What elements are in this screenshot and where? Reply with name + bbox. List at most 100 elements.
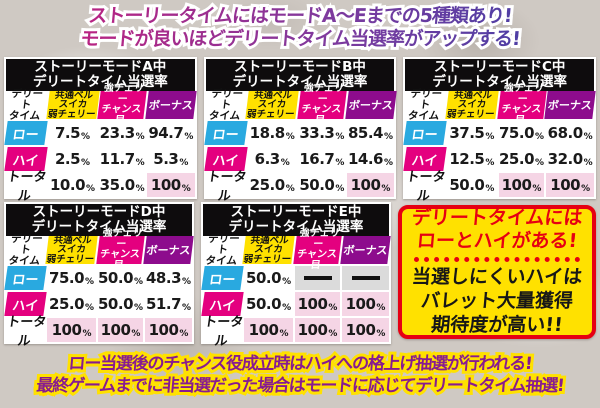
table-title-line-2: デリートタイム当選率 bbox=[31, 219, 167, 235]
rate-value: 33.3 bbox=[299, 124, 335, 142]
col-header-delete-time: デリート タイム bbox=[403, 88, 447, 122]
rate-value: 32.0 bbox=[547, 150, 584, 168]
dash-icon bbox=[303, 276, 332, 280]
rate-value: 50.0 bbox=[449, 176, 485, 194]
percent-sign: % bbox=[376, 329, 386, 339]
rate-cell: 50.0% bbox=[98, 266, 144, 290]
mode-C-rate-table: ストーリーモードC中 デリートタイム当選率 デリート タイム 共通ベル スイカ 弱チェ… bbox=[403, 57, 597, 204]
rate-value: 23.3 bbox=[99, 124, 136, 142]
table-title-line-1: ストーリーモードC中 bbox=[433, 59, 566, 75]
percent-sign: % bbox=[485, 184, 495, 194]
rate-value: 100 bbox=[150, 176, 181, 194]
rate-cell: 14.6% bbox=[346, 147, 395, 171]
rate-cell: 23.3% bbox=[99, 121, 146, 145]
col-header-strong-cherry: 強チェリー チャンス目 bbox=[293, 228, 342, 271]
rate-cell: 11.7% bbox=[99, 147, 146, 171]
row-label-total: トータル bbox=[201, 315, 245, 349]
percent-sign: % bbox=[485, 158, 495, 168]
col-header-bonus: ボーナス bbox=[145, 91, 197, 119]
row-label-low: ロー bbox=[4, 121, 48, 145]
rate-cell: 100% bbox=[498, 173, 545, 197]
rate-cell: 94.7% bbox=[147, 121, 195, 145]
table-title: ストーリーモードB中 デリートタイム当選率 bbox=[205, 59, 395, 91]
rate-grid: デリート タイム 共通ベル スイカ 弱チェリー 強チェリー チャンス目 ボーナス ロー 7… bbox=[4, 228, 194, 349]
percent-sign: % bbox=[335, 184, 345, 194]
rate-value: 12.5 bbox=[449, 150, 485, 168]
col-header-bonus: ボーナス bbox=[544, 91, 596, 119]
rate-cell: 32.0% bbox=[546, 147, 595, 171]
percent-sign: % bbox=[285, 132, 295, 142]
rate-cell: 100% bbox=[346, 173, 395, 197]
rate-cell: 100% bbox=[295, 292, 341, 316]
rate-cell: 50.0% bbox=[98, 292, 144, 316]
table-title-line-1: ストーリーモードA中 bbox=[34, 59, 167, 75]
rate-cell bbox=[342, 266, 389, 290]
info-box-body-line-3: 期待度が高い!! bbox=[430, 314, 564, 336]
info-box-title-line-1: デリートタイムには bbox=[410, 207, 584, 229]
row-label-total: トータル bbox=[403, 170, 447, 204]
percent-sign: % bbox=[181, 184, 191, 194]
table-title-line-1: ストーリーモードD中 bbox=[32, 204, 166, 220]
dotted-divider bbox=[414, 257, 580, 262]
rate-value: 35.0 bbox=[99, 176, 136, 194]
rate-cell: 25.0% bbox=[498, 147, 545, 171]
info-box-title-line-2: ローとハイがある! bbox=[415, 230, 579, 252]
rate-value: 100 bbox=[100, 321, 131, 339]
rate-value: 85.4 bbox=[347, 124, 384, 142]
percent-sign: % bbox=[328, 303, 338, 313]
percent-sign: % bbox=[85, 303, 95, 313]
rate-value: 50.0 bbox=[246, 295, 282, 313]
rate-cell: 100% bbox=[98, 318, 144, 342]
rate-cell: 25.0% bbox=[47, 292, 96, 316]
percent-sign: % bbox=[182, 277, 192, 287]
mode-E-rate-table: ストーリーモードE中 デリートタイム当選率 デリート タイム 共通ベル スイカ 弱チェ… bbox=[201, 202, 391, 349]
percent-sign: % bbox=[279, 329, 289, 339]
percent-sign: % bbox=[535, 158, 545, 168]
col-header-strong-cherry: 強チェリー チャンス目 bbox=[97, 83, 147, 126]
footer-line-1-text: ロー当選後のチャンス役成立時はハイへの格上げ抽選が行われる! bbox=[67, 354, 533, 374]
rate-grid: デリート タイム 共通ベル スイカ 弱チェリー 強チェリー チャンス目 ボーナス ロー 7… bbox=[4, 83, 197, 204]
percent-sign: % bbox=[535, 132, 545, 142]
rate-value: 25.0 bbox=[499, 150, 535, 168]
percent-sign: % bbox=[134, 303, 144, 313]
col-header-common-bell: 共通ベル スイカ 弱チェリー bbox=[245, 90, 299, 120]
rate-cell: 16.7% bbox=[299, 147, 345, 171]
col-header-delete-time: デリート タイム bbox=[201, 233, 244, 267]
table-title: ストーリーモードD中 デリートタイム当選率 bbox=[6, 204, 192, 236]
rate-cell: 6.3% bbox=[247, 147, 298, 171]
rate-cell: 50.0% bbox=[244, 292, 294, 316]
mode-B-rate-table: ストーリーモードB中 デリートタイム当選率 デリート タイム 共通ベル スイカ 弱チェ… bbox=[203, 57, 397, 204]
footer-note: ロー当選後のチャンス役成立時はハイへの格上げ抽選が行われる! ロー当選後のチャン… bbox=[0, 351, 600, 399]
table-title: ストーリーモードC中 デリートタイム当選率 bbox=[405, 59, 595, 91]
tables-row-2: ストーリーモードD中 デリートタイム当選率 デリート タイム 共通ベル スイカ 弱チェ… bbox=[4, 202, 596, 349]
rate-value: 25.0 bbox=[249, 176, 286, 194]
table-title-line-1: ストーリーモードE中 bbox=[230, 204, 362, 220]
rate-grid: デリート タイム 共通ベル スイカ 弱チェリー 強チェリー チャンス目 ボーナス ロー 3… bbox=[403, 83, 596, 204]
rate-cell: 100% bbox=[546, 173, 595, 197]
percent-sign: % bbox=[280, 158, 290, 168]
rate-value: 100 bbox=[297, 321, 328, 339]
percent-sign: % bbox=[131, 329, 141, 339]
rate-value: 50.0 bbox=[98, 295, 134, 313]
rate-cell: 35.0% bbox=[99, 173, 146, 197]
col-header-bonus: ボーナス bbox=[340, 236, 391, 264]
rate-value: 7.5 bbox=[54, 124, 81, 142]
row-label-total: トータル bbox=[203, 170, 247, 204]
percent-sign: % bbox=[285, 184, 295, 194]
col-header-delete-time: デリート タイム bbox=[203, 88, 248, 122]
rate-cell: 5.3% bbox=[147, 147, 195, 171]
percent-sign: % bbox=[335, 132, 345, 142]
rate-value: 50.0 bbox=[98, 269, 134, 287]
rate-cell: 75.0% bbox=[498, 121, 545, 145]
table-title-line-2: デリートタイム当選率 bbox=[32, 74, 168, 90]
rate-cell: 68.0% bbox=[546, 121, 595, 145]
rate-cell: 75.0% bbox=[47, 266, 96, 290]
rate-value: 48.3 bbox=[146, 269, 182, 287]
rate-cell: 50.0% bbox=[299, 173, 345, 197]
rate-cell bbox=[295, 266, 341, 290]
rate-cell: 2.5% bbox=[47, 147, 98, 171]
percent-sign: % bbox=[335, 158, 345, 168]
rate-value: 100 bbox=[345, 321, 376, 339]
percent-sign: % bbox=[532, 184, 542, 194]
percent-sign: % bbox=[184, 132, 194, 142]
